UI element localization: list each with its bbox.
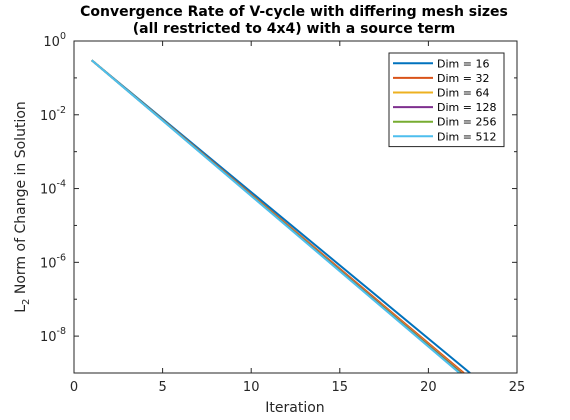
legend-label: Dim = 64: [437, 87, 489, 100]
series-line-6: [91, 59, 461, 373]
chart-title-line-1: Convergence Rate of V-cycle with differi…: [80, 4, 508, 20]
chart-title: Convergence Rate of V-cycle with differi…: [80, 4, 508, 37]
y-tick-label: 10-8: [40, 326, 66, 345]
series-layer: [91, 59, 471, 373]
y-axis-label: L2 Norm of Change in Solution: [13, 101, 32, 313]
x-tick-label: 0: [70, 380, 78, 395]
x-tick-label: 15: [332, 380, 349, 395]
legend-label: Dim = 16: [437, 57, 489, 70]
legend-label: Dim = 128: [437, 101, 496, 114]
y-tick-label: 100: [43, 31, 66, 50]
y-axis-label-rest: Norm of Change in Solution: [13, 101, 29, 298]
chart-title-line-2: (all restricted to 4x4) with a source te…: [133, 21, 456, 37]
y-tick-label: 10-6: [40, 252, 66, 271]
axes-box: [73, 40, 518, 374]
legend-label: Dim = 512: [437, 130, 496, 143]
x-tick-label: 5: [158, 380, 166, 395]
legend-label: Dim = 256: [437, 116, 496, 129]
y-axis-label-subscript: 2: [21, 299, 32, 305]
axes-layer: 0 5 10 15 20 25 100 10-2 10-4 10-6 10-8: [40, 31, 525, 395]
legend-label: Dim = 32: [437, 72, 489, 85]
x-tick-label: 25: [509, 380, 526, 395]
x-tick-label: 10: [243, 380, 260, 395]
legend-box: [388, 52, 505, 148]
x-tick-label: 20: [420, 380, 437, 395]
y-tick-label: 10-2: [40, 105, 66, 124]
y-tick-label: 10-4: [40, 179, 66, 198]
x-axis-label: Iteration: [265, 400, 324, 416]
y-axis-label-main: L: [13, 305, 29, 313]
